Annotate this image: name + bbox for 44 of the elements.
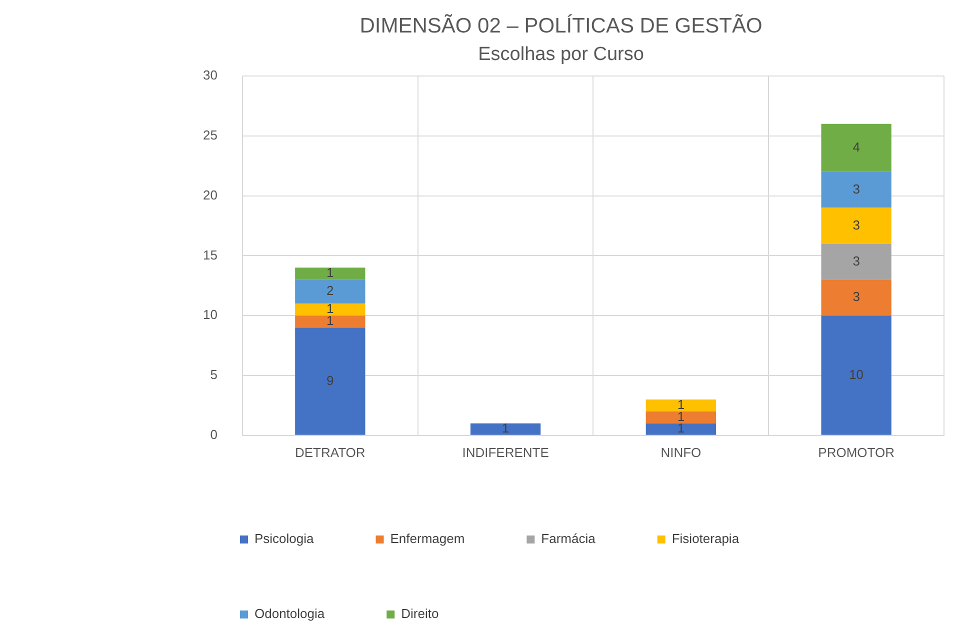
bar xyxy=(295,304,366,316)
legend-label: Enfermagem xyxy=(390,531,465,546)
bar xyxy=(470,423,541,435)
y-tick-label: 30 xyxy=(202,68,218,83)
x-tick-label: PROMOTOR xyxy=(818,444,894,460)
y-tick-label: 0 xyxy=(210,426,218,442)
legend-label: Direito xyxy=(401,606,439,622)
bar xyxy=(295,328,366,435)
bar xyxy=(821,208,892,244)
data-label: 4 xyxy=(852,139,860,154)
legend-label: Fisioterapia xyxy=(672,531,740,546)
bar xyxy=(821,316,892,435)
data-label: 10 xyxy=(849,366,864,382)
bar xyxy=(646,411,716,424)
bar xyxy=(646,399,716,412)
bar xyxy=(821,244,892,280)
y-tick-label: 15 xyxy=(202,247,218,262)
data-label: 3 xyxy=(852,181,860,196)
data-label: 3 xyxy=(852,217,860,232)
data-label: 9 xyxy=(326,372,334,388)
bar xyxy=(821,280,892,316)
bar xyxy=(295,316,366,328)
y-tick-label: 10 xyxy=(202,307,218,322)
data-label: 1 xyxy=(502,420,510,436)
chart-title: DIMENSÃO 02 – POLÍTICAS DE GESTÃO xyxy=(360,13,762,38)
bar xyxy=(295,268,366,280)
data-label: 3 xyxy=(852,253,860,268)
y-tick-label: 5 xyxy=(210,367,218,382)
data-label: 3 xyxy=(852,289,860,304)
chart-subtitle: Escolhas por Curso xyxy=(478,44,644,65)
legend-label: Farmácia xyxy=(541,531,596,546)
y-tick-label: 20 xyxy=(202,187,218,202)
bar xyxy=(821,172,892,208)
x-tick-label: NINFO xyxy=(660,444,702,460)
x-tick-label: DETRATOR xyxy=(294,444,366,460)
data-label: 1 xyxy=(326,265,334,280)
bar xyxy=(646,423,716,435)
legend-label: Odontologia xyxy=(254,606,326,622)
x-tick-label: INDIFERENTE xyxy=(462,444,550,460)
bar xyxy=(295,280,366,304)
bar xyxy=(821,124,892,172)
legend-label: Psicologia xyxy=(254,531,315,546)
data-label: 2 xyxy=(326,283,334,298)
y-tick-label: 25 xyxy=(202,127,218,142)
